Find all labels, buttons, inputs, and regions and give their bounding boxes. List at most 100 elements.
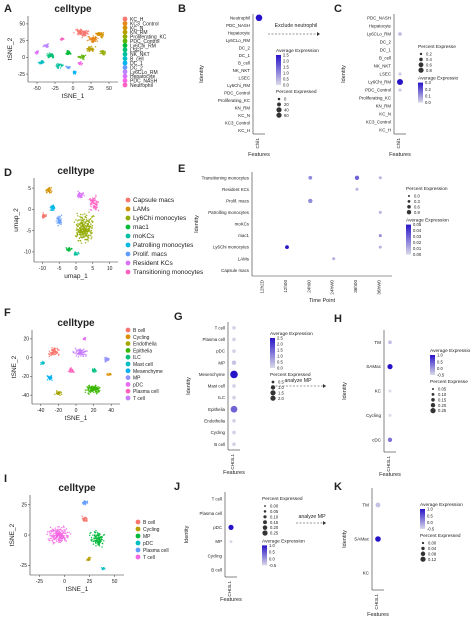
legend-tick: 20 [284,102,289,107]
cell-point [54,529,56,532]
legend-tick: 0.0 [437,366,443,371]
cell-point [85,220,87,223]
cell-point [82,236,84,239]
cell-point [95,388,98,391]
cell-point [108,374,110,377]
row-label: KN_RM [235,105,251,110]
cell-point [50,186,53,189]
y-tick-label: 50 [19,22,25,28]
cell-point [80,194,82,196]
cell-point [51,349,53,351]
arrow-label: analyze MP [284,378,312,384]
cell-point [74,251,77,254]
panel-B: B Neutrophil PDC_NASH Hepatocyte Ly6CLo_RM DC… [178,3,319,158]
cell-point [73,221,76,223]
color-bar [262,545,267,566]
cell-point [102,35,104,38]
legend-tick: 0.6 [414,204,420,209]
legend-tick: 0.0 [427,520,433,525]
cell-point [47,42,49,45]
cell-point [77,225,79,227]
cell-point [73,32,75,34]
cell-point [88,46,91,49]
cell-point [85,353,88,356]
cell-point [78,227,81,230]
legend-label: T cell [143,555,155,561]
cell-point [48,56,50,59]
cell-point [49,353,51,356]
cell-point [85,34,87,37]
cell-point [86,220,89,222]
legend-swatch [125,224,131,230]
cell-point [57,531,59,534]
cell-point [49,533,51,535]
legend-tick: 0.20 [270,525,279,530]
legend-tick: 1.0 [269,543,275,548]
legend-swatch [125,242,131,248]
cell-point [83,226,85,229]
cell-point [89,218,92,220]
cell-point [37,50,40,52]
cell-point [94,371,96,373]
legend-tick: 0.4 [426,57,432,62]
cell-point [48,350,51,352]
cell-point [53,541,56,544]
cell-point [84,33,86,35]
x-tick-label: 5 [91,266,94,272]
expression-dot [232,384,236,388]
cell-point [88,393,90,395]
cell-point [65,532,67,534]
row-label: KC3_Control [225,120,250,125]
cell-point [56,534,59,537]
row-label: Proliferating_KC [359,96,391,101]
x-tick-label: 50 [112,579,118,585]
cell-point [87,387,90,389]
panel-K: K TM SAMac KC CHI3L1 Features Identity Average … [334,481,463,618]
x-tick-label: -25 [51,86,58,92]
row-label: T cell [215,325,225,330]
cell-point [49,534,51,537]
y-axis-label: Identity [184,525,190,543]
y-tick-label: 0 [26,355,29,361]
cell-point [50,191,52,194]
cell-point [103,53,106,56]
legend-label: MP [143,534,151,540]
legend-tick: 0.02 [413,240,422,245]
row-label: cDC [372,437,382,442]
legend-title: Percent Expresse [418,44,456,50]
cell-point [88,225,91,228]
cell-point [92,220,94,223]
row-label: Plasma cell [203,337,225,342]
cell-point [86,517,88,520]
cell-point [86,501,88,503]
row-label: B_cell [238,60,250,65]
cell-point [107,359,109,362]
legend-label: mac1 [133,224,149,231]
cell-point [96,206,98,208]
legend-swatch [122,78,128,83]
legend-label: KC_H [130,17,144,23]
x-axis-label: Time Point [309,298,336,304]
cell-point [51,353,53,355]
legend-size-dot [276,112,282,118]
row-label: Patrolling monocytes [208,210,250,215]
cell-point [76,212,78,215]
cell-point [59,541,62,544]
cell-point [52,541,55,544]
cell-point [47,375,49,378]
cell-point [83,236,86,238]
legend-size-dot [277,97,281,101]
expression-dot [378,234,382,238]
cell-point [81,515,83,517]
x-axis-label: Features [389,152,411,158]
cell-point [81,234,84,236]
cell-point [77,239,79,242]
cell-point [84,216,86,218]
legend-size-dot [430,403,436,408]
cell-point [52,205,54,207]
legend-tick: 0.04 [428,546,437,551]
cell-point [80,64,83,66]
cell-point [96,33,99,35]
legend-swatch [125,388,131,394]
